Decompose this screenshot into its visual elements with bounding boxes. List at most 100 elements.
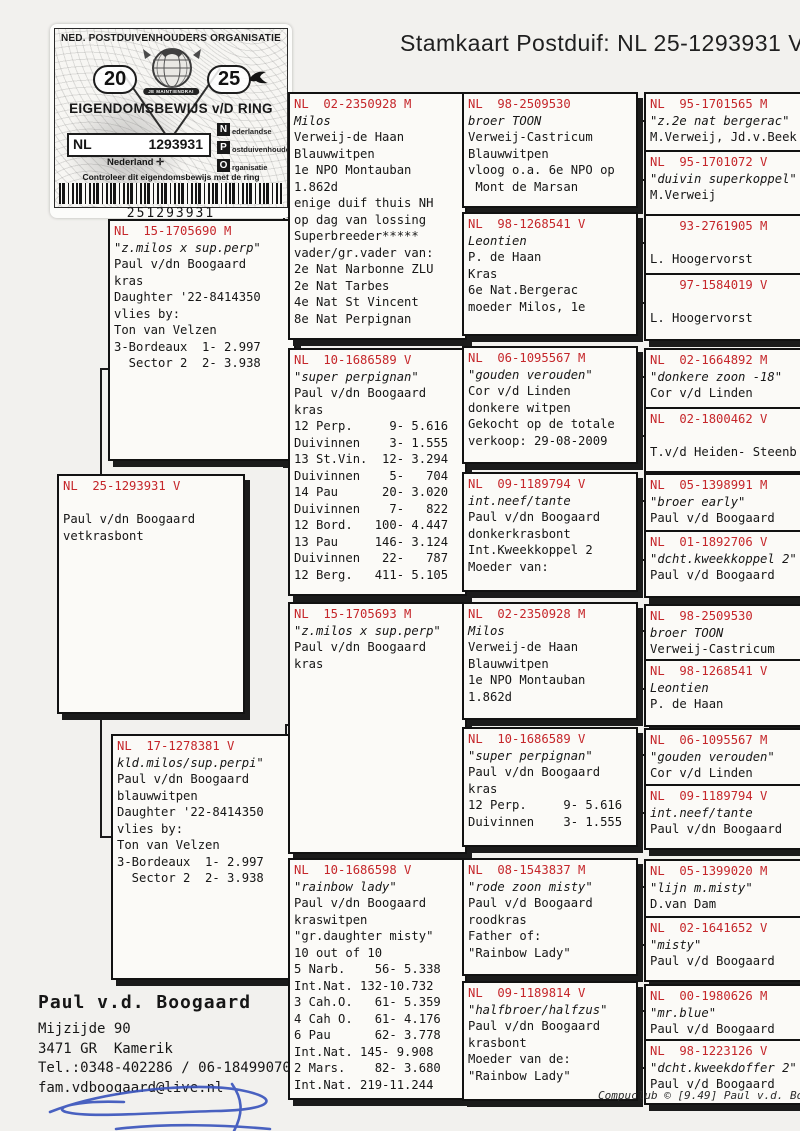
ring-number: NL 09-1189814 V (468, 986, 586, 1000)
pigeon-name: Leontien (468, 233, 527, 248)
pigeon-name: "mr.blue" (650, 1005, 717, 1020)
pigeon-details: Cor v/d Linden (650, 386, 753, 400)
ring-number: NL 15-1705693 M (294, 607, 412, 621)
ring-number: NL 98-2509530 (650, 609, 753, 623)
pedigree-box-fm: NL 10-1686589 V "super perpignan" Paul v… (288, 348, 467, 596)
pigeon-details: Paul v/dn Boogaard (650, 822, 783, 836)
npo-p-icon: P (217, 141, 230, 154)
ring-number: 93-2761905 M (650, 219, 768, 233)
ring-number: NL 02-1800462 V (650, 412, 768, 426)
pedigree-box-mfm: NL 10-1686589 V "super perpignan" Paul v… (462, 727, 638, 847)
pigeon-name: broer TOON (468, 113, 542, 128)
pigeon-name: "rainbow lady" (294, 879, 397, 894)
ring-number: NL 02-2350928 M (294, 97, 412, 111)
pigeon-details: Paul v/dn Boogaard kras 12 Perp. 9- 5.61… (468, 765, 623, 829)
pigeon-name: kld.milos/sup.perpi" (117, 755, 264, 770)
pigeon-details: Verweij-de Haan Blauwwitpen 1e NPO Monta… (468, 640, 586, 704)
pedigree-box-mmfm: NL 02-1641652 V "misty" Paul v/d Boogaar… (644, 916, 800, 982)
pedigree-box-fffm: NL 95-1701072 V "duivin superkoppel" M.V… (644, 150, 800, 218)
pedigree-box-mmf: NL 08-1543837 M "rode zoon misty" Paul v… (462, 858, 638, 976)
pigeon-name: "duivin superkoppel" (650, 171, 797, 186)
owner-phone: Tel.:0348-402286 / 06-18499070 (38, 1060, 291, 1076)
pedigree-box-mfmm: NL 09-1189794 V int.neef/tante Paul v/dn… (644, 784, 800, 850)
ring-number: NL 00-1980626 M (650, 989, 768, 1003)
pedigree-box-fmmf: NL 05-1398991 M "broer early" Paul v/d B… (644, 473, 800, 537)
pedigree-box-mmm: NL 09-1189814 V "halfbroer/halfzus" Paul… (462, 981, 638, 1101)
pigeon-details: M.Verweij (650, 188, 717, 202)
pigeon-details: Paul v/dn Boogaard blauwwitpen Daughter … (117, 772, 264, 885)
owner-name: Paul v.d. Boogaard (38, 992, 252, 1013)
pigeon-details: T.v/d Heiden- Steenb (650, 445, 797, 459)
pigeon-name: "z.2e nat bergerac" (650, 113, 790, 128)
pigeon-name: int.neef/tante (468, 493, 571, 508)
npo-letter-p: P ostduivenhouders (217, 141, 287, 154)
pedigree-box-mmmf: NL 00-1980626 M "mr.blue" Paul v/d Booga… (644, 984, 800, 1047)
pedigree-box-ffmf: 93-2761905 M L. Hoogervorst (644, 214, 800, 280)
stamp-year-right: 25 (207, 65, 252, 94)
barcode-number: 251293931 (126, 206, 216, 221)
ring-number: NL 10-1686589 V (294, 353, 412, 367)
ring-number-field: NL 1293931 (67, 133, 211, 157)
pedigree-box-mffm: NL 98-1268541 V Leontien P. de Haan (644, 659, 800, 727)
pigeon-name: broer TOON (650, 625, 724, 640)
pigeon-details: L. Hoogervorst (650, 252, 753, 266)
check-line: Controleer dit eigendomsbewijs met de ri… (82, 172, 260, 182)
pigeon-name: "lijn m.misty" (650, 880, 753, 895)
owner-block: Paul v.d. Boogaard Mijzijde 90 3471 GR K… (38, 992, 291, 1098)
ring-number: NL 98-2509530 (468, 97, 571, 111)
pigeon-details: Paul v/dn Boogaard kras 12 Perp. 9- 5.61… (294, 386, 449, 582)
ring-number: NL 09-1189794 V (468, 477, 586, 491)
stamp-year-left: 20 (93, 65, 138, 94)
pedigree-box-mmmm: NL 98-1223126 V "dcht.kweekdoffer 2" Pau… (644, 1039, 800, 1105)
pedigree-box-fmmm: NL 01-1892706 V "dcht.kweekkoppel 2" Pau… (644, 530, 800, 598)
npo-n-icon: N (217, 123, 230, 136)
pigeon-name: "broer early" (650, 494, 746, 509)
ring-number: NL 95-1701565 M (650, 97, 768, 111)
page-title: Stamkaart Postduif: NL 25-1293931 V (400, 30, 800, 56)
pigeon-details: Verweij-Castricum (650, 642, 775, 656)
pedigree-box-fmm: NL 09-1189794 V int.neef/tante Paul v/dn… (462, 472, 638, 592)
ring-number-value: 1293931 (148, 136, 203, 152)
npo-stamp: NED. POSTDUIVENHOUDERS ORGANISATIE 20 25… (54, 28, 288, 208)
stamp-org-title: NED. POSTDUIVENHOUDERS ORGANISATIE (61, 33, 281, 44)
pedigree-box-subject: NL 25-1293931 V Paul v/dn Boogaard vetkr… (57, 474, 245, 714)
stamp-doc-title: EIGENDOMSBEWIJS v/D RING (69, 101, 273, 116)
ring-number: NL 15-1705690 M (114, 224, 232, 238)
pigeon-details: Verweij-de Haan Blauwwitpen 1e NPO Monta… (294, 130, 434, 326)
pigeon-name: "dcht.kweekdoffer 2" (650, 1060, 797, 1075)
pedigree-box-ff: NL 02-2350928 M Milos Verweij-de Haan Bl… (288, 92, 467, 340)
pigeon-name: Leontien (650, 680, 709, 695)
pigeon-name: "halfbroer/halfzus" (468, 1002, 608, 1017)
pedigree-box-ffm: NL 98-1268541 V Leontien P. de Haan Kras… (462, 212, 638, 336)
pedigree-box-fmfm: NL 02-1800462 V T.v/d Heiden- Steenb (644, 407, 800, 473)
ring-number: NL 08-1543837 M (468, 863, 586, 877)
npo-ownership-sticker: NED. POSTDUIVENHOUDERS ORGANISATIE 20 25… (50, 24, 292, 221)
ring-number: NL 02-2350928 M (468, 607, 586, 621)
pedigree-box-mother: NL 17-1278381 V kld.milos/sup.perpi" Pau… (111, 734, 300, 980)
owner-email: fam.vdboogaard@live.nl (38, 1079, 224, 1096)
pigeon-details: Cor v/d Linden (650, 766, 753, 780)
pedigree-box-fff: NL 98-2509530 broer TOON Verweij-Castric… (462, 92, 638, 208)
pigeon-details: L. Hoogervorst (650, 311, 753, 325)
ring-number: NL 10-1686598 V (294, 863, 412, 877)
pigeon-name: "dcht.kweekkoppel 2" (650, 551, 797, 566)
pedigree-box-mfmf: NL 06-1095567 M "gouden verouden" Cor v/… (644, 728, 800, 791)
pedigree-box-mfff: NL 98-2509530 broer TOON Verweij-Castric… (644, 604, 800, 667)
ring-number: NL 10-1686589 V (468, 732, 586, 746)
ring-number: NL 95-1701072 V (650, 155, 768, 169)
pigeon-details: Cor v/d Linden donkere witpen Gekocht op… (468, 384, 615, 448)
owner-address: Mijzijde 90 (38, 1021, 131, 1037)
pigeon-name: "gouden verouden" (468, 367, 593, 382)
pigeon-name: Milos (468, 623, 505, 638)
country-label: Nederland ✛ (107, 157, 165, 168)
ring-number: NL 01-1892706 V (650, 535, 768, 549)
ring-number: NL 06-1095567 M (468, 351, 586, 365)
pigeon-details: M.Verweij, Jd.v.Beek (650, 130, 797, 144)
pedigree-box-mf: NL 15-1705693 M "z.milos x sup.perp" Pau… (288, 602, 467, 854)
country-code: NL (73, 136, 92, 152)
ring-number: NL 98-1268541 V (650, 664, 768, 678)
pedigree-box-mmff: NL 05-1399020 M "lijn m.misty" D.van Dam (644, 859, 800, 923)
pigeon-name: "super perpignan" (468, 748, 593, 763)
pigeon-name: "z.milos x sup.perp" (114, 240, 261, 255)
